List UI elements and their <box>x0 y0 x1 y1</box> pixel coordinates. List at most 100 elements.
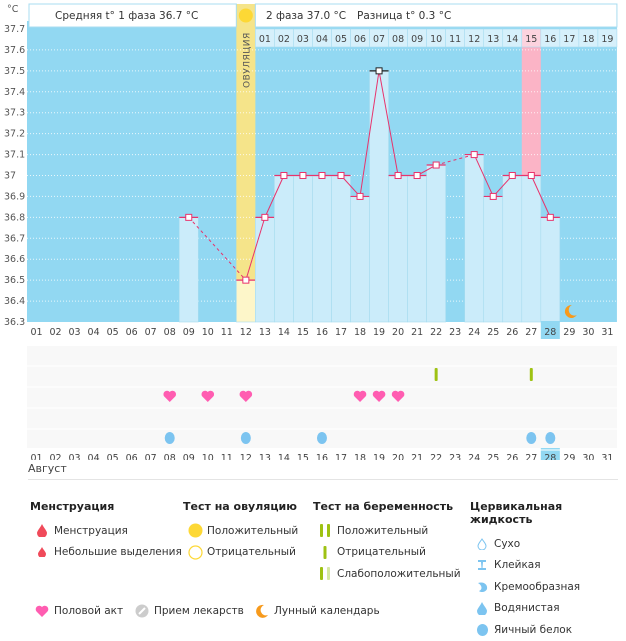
pill-icon <box>130 604 154 618</box>
temp-bar <box>540 217 561 323</box>
x-tick-label: 22 <box>430 453 442 460</box>
x-tick-label: 28 <box>544 453 556 460</box>
heart-icon <box>30 605 54 617</box>
creamy-icon <box>470 581 494 593</box>
x-tick-label: 24 <box>468 453 480 460</box>
bbt-chart: Средняя t° 1 фаза 36.7 °C 2 фаза 37.0 °C Р… <box>4 3 618 460</box>
cycle-day-label: 01 <box>259 34 271 45</box>
temp-bar <box>255 217 275 323</box>
phase2-box <box>254 3 618 28</box>
y-tick-label: 37.2 <box>4 129 25 140</box>
cycle-day-cell <box>597 28 618 48</box>
temp-point <box>470 151 478 159</box>
diff-label: Разница t° 0.3 °C <box>357 10 451 22</box>
x-tick-label: 06 <box>126 453 138 460</box>
x-tick-label: 15 <box>297 327 309 338</box>
x-tick-label: 25 <box>487 327 499 338</box>
temp-line-gap <box>436 154 475 166</box>
x-tick-label: 01 <box>30 453 42 460</box>
y-tick-label: 37.3 <box>4 108 25 119</box>
double-line-icon <box>313 524 337 538</box>
ovulation-sun-icon <box>238 8 253 23</box>
temp-bar <box>426 164 446 323</box>
phase2-label: 2 фаза 37.0 °C <box>266 10 346 22</box>
y-tick-label: 37.7 <box>4 24 25 35</box>
cycle-day-label: 04 <box>316 34 328 45</box>
heart-icon <box>239 390 253 402</box>
temp-point <box>489 192 497 200</box>
x-tick-label: 08 <box>164 327 176 338</box>
cycle-day-label: 12 <box>468 34 480 45</box>
sticky-icon <box>470 559 494 571</box>
x-tick-label: 18 <box>354 327 366 338</box>
x-tick-label: 18 <box>354 453 366 460</box>
cycle-day-label: 11 <box>449 34 461 45</box>
moon-icon <box>250 604 274 618</box>
egg-white-icon <box>526 432 537 444</box>
sun-filled-icon <box>183 523 207 538</box>
legend-cervical: Цервикальная жидкость Сухо Клейкая Кремо… <box>470 500 626 641</box>
temp-bar <box>388 175 408 323</box>
egg-white-icon <box>316 432 327 444</box>
x-tick-label: 14 <box>278 453 290 460</box>
temp-point <box>375 67 383 75</box>
temp-bar <box>407 175 427 323</box>
y-axis-unit: °C <box>7 4 19 15</box>
legend-item: Кремообразная <box>470 576 626 598</box>
x-tick-label: 26 <box>506 327 518 338</box>
x-tick-label: 25 <box>487 453 499 460</box>
x-tick-label: 10 <box>202 453 214 460</box>
x-tick-label: 27 <box>525 327 537 338</box>
y-tick-label: 36.4 <box>4 296 25 307</box>
legend-item: Небольшие выделения <box>30 542 182 564</box>
x-tick-label: 01 <box>30 327 42 338</box>
month-label: Август <box>28 462 67 475</box>
temp-point <box>394 172 402 179</box>
x-tick-label: 03 <box>69 327 81 338</box>
cycle-day-label: 14 <box>506 34 518 45</box>
legend-bottom: Половой акт Прием лекарств Лунный календ… <box>30 600 390 622</box>
ovulation-band <box>236 4 256 322</box>
blood-drop-icon <box>30 524 54 538</box>
heart-icon <box>372 390 386 402</box>
ovulation-label: ОВУЛЯЦИЯ <box>242 32 252 88</box>
legend-item: Отрицательный <box>313 542 461 564</box>
cycle-day-label: 15 <box>525 34 537 45</box>
legend-item: Яичный белок <box>470 619 626 641</box>
temp-point <box>261 213 269 221</box>
x-tick-label: 12 <box>240 453 252 460</box>
y-tick-label: 37.6 <box>4 45 25 56</box>
x-tick-label: 20 <box>392 453 404 460</box>
y-tick-label: 37.4 <box>4 87 25 98</box>
cycle-day-label: 13 <box>487 34 499 45</box>
phase1-box <box>28 3 237 28</box>
x-tick-label: 05 <box>107 327 119 338</box>
x-tick-label: 06 <box>126 327 138 338</box>
temp-bar <box>350 196 370 323</box>
heart-icon <box>201 390 215 402</box>
temp-point <box>280 172 288 179</box>
faint-line-icon <box>313 567 337 581</box>
x-tick-label: 17 <box>335 327 347 338</box>
temp-point <box>242 276 250 284</box>
legend-title: Менструация <box>30 500 115 513</box>
cycle-day-label: 02 <box>278 34 290 45</box>
temp-line-segment <box>359 70 380 197</box>
x-tick-label: 11 <box>221 453 233 460</box>
x-tick-label: 30 <box>582 453 594 460</box>
sun-outline-icon <box>183 545 207 560</box>
x-tick-label: 08 <box>164 453 176 460</box>
temp-point <box>546 213 554 221</box>
legend-item: Сухо <box>470 533 626 555</box>
x-tick-label: 22 <box>430 327 442 338</box>
x-tick-label: 26 <box>506 453 518 460</box>
cycle-day-label: 07 <box>373 34 385 45</box>
today-highlight <box>540 321 560 339</box>
temp-point <box>185 213 193 221</box>
x-tick-label: 09 <box>183 327 195 338</box>
cycle-day-label: 19 <box>601 34 613 45</box>
temp-bar <box>274 175 294 323</box>
x-tick-label: 27 <box>525 453 537 460</box>
cycle-day-label: 06 <box>354 34 366 45</box>
y-tick-label: 36.3 <box>4 317 25 328</box>
